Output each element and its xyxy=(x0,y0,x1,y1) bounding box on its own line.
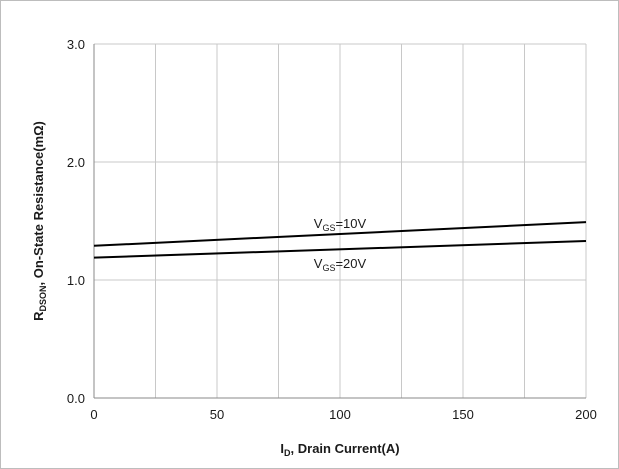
grid xyxy=(94,43,587,398)
y-tick-labels: 0.0 1.0 2.0 3.0 xyxy=(67,37,85,406)
x-tick-label: 0 xyxy=(90,407,97,422)
axes xyxy=(93,44,586,399)
x-tick-label: 50 xyxy=(210,407,224,422)
y-tick-label: 3.0 xyxy=(67,37,85,52)
x-tick-label: 100 xyxy=(329,407,351,422)
series-label-1: VGS=20V xyxy=(314,256,367,273)
series-labels: VGS=10V VGS=20V xyxy=(314,216,367,273)
y-tick-label: 0.0 xyxy=(67,391,85,406)
x-tick-labels: 0 50 100 150 200 xyxy=(90,407,596,422)
series-line-0 xyxy=(93,221,587,247)
series-line-1 xyxy=(93,240,587,259)
x-tick-label: 200 xyxy=(575,407,597,422)
y-axis-title: RDSON, On-State Resistance(mΩ) xyxy=(31,121,48,321)
y-tick-label: 2.0 xyxy=(67,155,85,170)
series-label-0: VGS=10V xyxy=(314,216,367,233)
series-lines xyxy=(93,221,587,259)
x-axis-title: ID, Drain Current(A) xyxy=(280,441,399,458)
x-tick-label: 150 xyxy=(452,407,474,422)
y-tick-label: 1.0 xyxy=(67,273,85,288)
